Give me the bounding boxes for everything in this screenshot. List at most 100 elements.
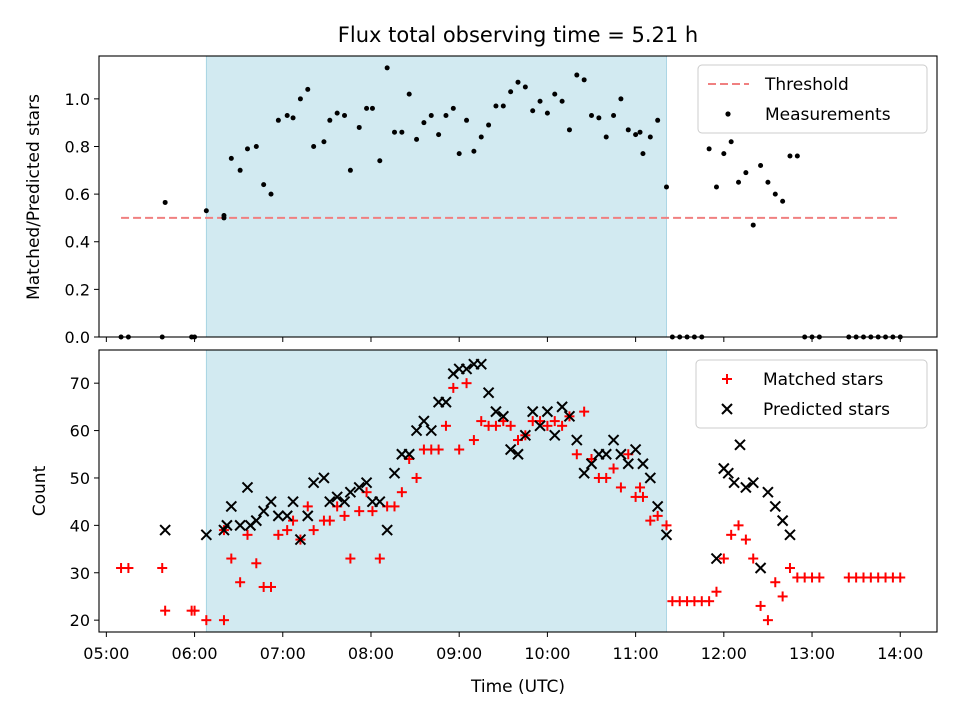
predicted-star-point (344, 486, 357, 498)
predicted-star-point (388, 467, 401, 479)
predicted-star-point (728, 476, 740, 489)
predicted-star-point (541, 405, 554, 418)
predicted-star-point (754, 562, 767, 574)
matched-star-point (242, 529, 253, 540)
measurement-point (663, 184, 669, 190)
predicted-star-point (615, 448, 627, 460)
matched-star-point (324, 515, 335, 526)
matched-star-point (895, 572, 906, 583)
measurement-point (508, 89, 514, 95)
predicted-star-point (381, 524, 393, 536)
measurement-point (284, 113, 290, 119)
matched-star-point (549, 416, 560, 427)
x-tick-label: 11:00 (613, 644, 659, 663)
matched-star-point (571, 449, 582, 460)
matched-star-point (711, 586, 722, 597)
matched-star-point (201, 615, 212, 626)
measurement-point (327, 117, 333, 123)
measurement-point (500, 103, 506, 109)
matched-star-point (601, 472, 612, 483)
matched-star-point (490, 420, 501, 431)
measurement-point (794, 153, 800, 159)
matched-star-point (579, 406, 590, 417)
x-tick-label: 07:00 (260, 644, 306, 663)
predicted-star-point (651, 500, 664, 513)
measurement-point (640, 151, 646, 157)
top-axes-frame (98, 55, 938, 338)
top-y-tick-label: 0.8 (65, 137, 90, 156)
measurement-point (244, 146, 250, 152)
measurement-point (377, 158, 383, 164)
predicted-star-point (585, 458, 598, 470)
predicted-star-point (324, 495, 336, 508)
observing-window-shade-bottom (205, 349, 667, 633)
matched-star-point (354, 506, 365, 517)
matched-star-point (755, 600, 766, 611)
top-y-tick-label: 1.0 (65, 90, 90, 109)
bottom-legend: Matched stars Predicted stars (695, 359, 928, 429)
matched-star-point (226, 553, 237, 564)
predicted-star-point (622, 458, 634, 470)
measurement-point (625, 127, 631, 133)
legend-predicted-swatch (721, 403, 733, 415)
top-y-tick-label: 0.2 (65, 280, 90, 299)
legend-matched-swatch (722, 374, 732, 384)
measurement-point (334, 110, 340, 116)
predicted-star-point (403, 448, 415, 460)
legend-measurements-swatch (725, 111, 731, 117)
bottom-y-tick-label: 70 (70, 374, 90, 393)
matched-star-point (251, 558, 262, 569)
predicted-star-point (225, 500, 238, 513)
predicted-star-point (374, 495, 386, 508)
bottom-y-axis-label: Count (30, 465, 50, 516)
matched-star-point (770, 577, 781, 588)
measurement-point (780, 198, 786, 204)
bottom-y-tick-label: 30 (70, 564, 90, 583)
bottom-axes-frame (98, 349, 938, 633)
matched-star-point (542, 420, 553, 431)
matched-star-point (266, 581, 277, 592)
measurement-point (633, 132, 639, 138)
top-x-axis-ticks (105, 337, 901, 342)
measurement-point (603, 134, 609, 140)
measurement-point (384, 65, 390, 71)
predicted-star-point (563, 410, 576, 423)
measurement-point (589, 113, 595, 119)
matched-star-point (374, 553, 385, 564)
x-tick-label: 08:00 (348, 644, 394, 663)
matched-star-point (645, 515, 656, 526)
measurement-point (456, 151, 462, 157)
predicted-star-point (490, 405, 502, 418)
bottom-panel: 20 30 40 50 60 70 05:00 06:00 07:00 08:00 09:00 10… (30, 349, 938, 697)
matched-star-point (273, 529, 284, 540)
predicted-star-point (600, 448, 612, 460)
predicted-star-point (475, 358, 487, 370)
predicted-star-point (331, 491, 343, 503)
matched-star-point (637, 491, 648, 502)
matched-star-point (339, 510, 350, 521)
predicted-star-point (556, 401, 568, 413)
measurement-point (574, 72, 580, 78)
observing-window-shade-top (205, 55, 667, 338)
predicted-star-point (250, 514, 263, 527)
bottom-y-tick-label: 50 (70, 469, 90, 488)
top-legend-box (697, 64, 928, 134)
matched-star-point (505, 420, 516, 431)
top-y-axis-ticks: 0.0 0.2 0.4 0.6 0.8 1.0 (65, 90, 99, 347)
predicted-star-point (504, 443, 517, 456)
predicted-star-point (272, 510, 285, 522)
measurement-point (443, 113, 449, 119)
measurement-point (356, 124, 362, 130)
measurement-point (750, 222, 756, 228)
predicted-star-point (607, 434, 620, 446)
predicted-star-point (734, 439, 746, 451)
measurement-point (618, 96, 624, 102)
measurement-point (559, 98, 565, 104)
top-y-tick-label: 0.0 (65, 328, 90, 347)
predicted-star-point (629, 443, 642, 456)
matched-star-point (396, 487, 407, 498)
matched-star-point (367, 506, 378, 517)
measurement-point (611, 113, 617, 119)
predicted-star-point (776, 514, 789, 527)
